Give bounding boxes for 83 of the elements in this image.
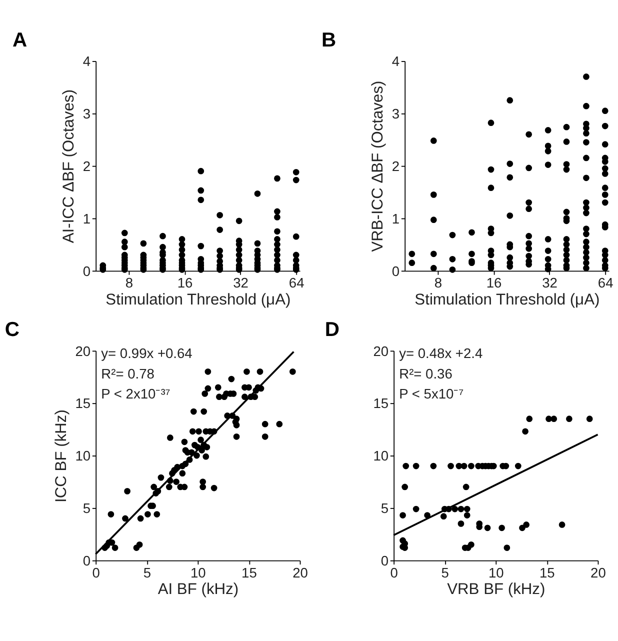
x-tick-label: 10	[488, 565, 504, 580]
point	[462, 484, 470, 490]
point	[458, 506, 464, 512]
point	[550, 416, 558, 422]
y-axis-title: VRB-ICC ΔBF (Octaves)	[370, 80, 387, 252]
point	[464, 506, 470, 512]
chart-title: C	[4, 318, 20, 341]
x-tick-label: 8	[434, 276, 442, 291]
y-tick-label: 2	[82, 158, 91, 174]
y-tick-label: 1	[82, 211, 91, 226]
y-tick-label: 4	[82, 54, 91, 70]
y-tick-label: 5	[380, 501, 389, 516]
y-tick-label: 3	[392, 106, 400, 122]
y-tick-label: 0	[392, 264, 400, 279]
point	[498, 524, 505, 532]
y-tick-label: 1	[392, 211, 400, 226]
y-tick-label: 20	[373, 344, 389, 359]
point	[558, 522, 566, 528]
annotation: R²= 0.36	[399, 366, 453, 382]
point	[458, 520, 464, 527]
x-tick-label: 20	[292, 565, 308, 580]
x-axis-title: Stimulation Threshold (μA)	[414, 291, 600, 308]
x-axis-title: Stimulation Threshold (μA)	[106, 291, 291, 308]
point	[412, 506, 420, 512]
point	[522, 428, 528, 435]
point	[468, 462, 474, 470]
point	[523, 522, 530, 528]
x-tick-label: 15	[540, 565, 556, 580]
x-tick-label: 8	[125, 276, 134, 291]
x-axis-title: VRB BF (kHz)	[447, 580, 546, 598]
y-tick-label: 10	[75, 448, 91, 464]
x-tick-label: 32	[233, 276, 248, 291]
x-tick-label: 5	[143, 565, 152, 580]
point	[440, 513, 447, 520]
y-axis-title: AI-ICC ΔBF (Octaves)	[60, 89, 78, 244]
point	[430, 462, 437, 470]
x-tick-label: 32	[542, 276, 558, 291]
x-tick-label: 0	[92, 565, 100, 580]
y-tick-label: 0	[82, 264, 91, 279]
point	[484, 524, 491, 532]
point	[412, 462, 420, 470]
y-tick-label: 5	[82, 501, 91, 516]
point	[586, 416, 593, 422]
point	[504, 544, 510, 551]
annotation: P < 5x10⁻⁷	[399, 386, 464, 402]
x-tick-label: 16	[486, 276, 502, 291]
point	[400, 512, 406, 518]
y-tick-label: 15	[75, 396, 91, 412]
chart-title: B	[322, 29, 336, 52]
x-tick-label: 16	[177, 276, 194, 291]
y-tick-label: 20	[75, 344, 91, 359]
y-tick-label: 0	[82, 553, 91, 568]
point	[452, 506, 458, 512]
annotation: y= 0.48x +2.4	[399, 346, 483, 362]
point	[514, 462, 522, 470]
point	[526, 416, 533, 422]
x-tick-label: 5	[441, 565, 450, 580]
x-axis-title: AI BF (kHz)	[158, 580, 239, 598]
annotation: R²= 0.78	[101, 366, 155, 382]
point	[460, 462, 468, 470]
x-tick-label: 10	[190, 565, 206, 580]
y-tick-label: 2	[392, 158, 400, 174]
point	[468, 541, 474, 548]
annotation: y= 0.99x +0.64	[101, 346, 193, 362]
chart-title: D	[324, 318, 340, 341]
point	[402, 544, 408, 551]
x-tick-label: 20	[590, 565, 606, 580]
y-tick-label: 15	[373, 396, 389, 412]
point	[402, 484, 408, 490]
y-tick-label: 4	[392, 54, 400, 70]
x-tick-label: 15	[242, 565, 258, 580]
annotation: P < 2x10⁻³⁷	[101, 386, 170, 402]
x-tick-label: 64	[598, 276, 614, 291]
chart-title: A	[12, 29, 28, 52]
y-tick-label: 3	[82, 106, 91, 122]
y-tick-label: 0	[380, 553, 389, 568]
y-tick-label: 10	[373, 448, 389, 464]
y-axis-title: ICC BF (kHz)	[53, 410, 70, 502]
point	[402, 462, 410, 470]
point	[464, 512, 470, 518]
point	[566, 416, 572, 422]
point	[448, 462, 454, 470]
x-tick-label: 64	[288, 276, 305, 291]
